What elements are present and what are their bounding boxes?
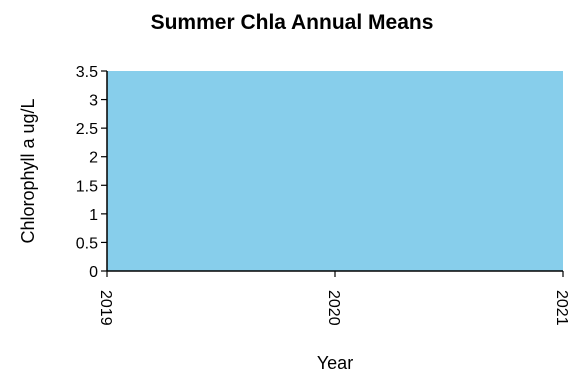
x-tick-label: 2021 <box>553 290 570 326</box>
y-tick-label: 0 <box>89 264 98 281</box>
area-series-0 <box>107 71 563 271</box>
y-tick-label: 3.5 <box>76 64 98 81</box>
chart-title: Summer Chla Annual Means <box>151 11 434 34</box>
x-axis-title: Year <box>317 353 353 373</box>
y-tick-label: 1 <box>89 207 98 224</box>
y-tick-label: 1.5 <box>76 178 98 195</box>
y-axis-title: Chlorophyll a ug/L <box>18 98 38 243</box>
y-tick-label: 3 <box>89 93 98 110</box>
y-tick-label: 0.5 <box>76 235 98 252</box>
y-tick-label: 2 <box>89 150 98 167</box>
x-tick-label: 2020 <box>325 290 342 326</box>
y-tick-label: 2.5 <box>76 121 98 138</box>
plot-layer: 0 0.5 1 1.5 2 2.5 3 3.5 2019 2020 2021 <box>76 64 570 326</box>
x-tick-label: 2019 <box>97 290 114 326</box>
